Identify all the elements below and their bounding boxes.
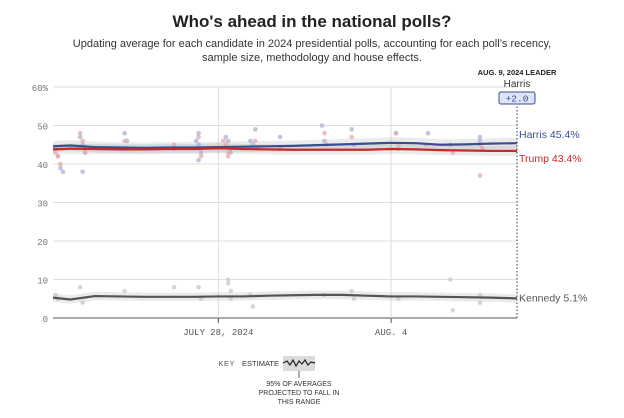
harris-poll-dot <box>58 165 63 171</box>
kennedy-poll-dot <box>225 277 231 282</box>
chart-title: Who's ahead in the national polls? <box>172 12 452 31</box>
gridlines: 60% 50 40 30 20 10 0 JULY 28, 2024 AUG. 4 <box>32 84 518 338</box>
harris-poll-dot <box>277 134 283 140</box>
key-estimate-label: ESTIMATE <box>242 359 279 368</box>
harris-poll-dot <box>477 134 483 140</box>
trump-poll-dot <box>349 134 354 140</box>
harris-poll-dot <box>77 134 83 140</box>
harris-poll-dot <box>196 157 201 163</box>
leader-margin-badge <box>498 91 536 105</box>
kennedy-poll-dot <box>196 284 201 290</box>
trump-poll-dot <box>196 134 201 140</box>
trump-poll-dot <box>82 150 88 155</box>
harris-poll-dot <box>223 134 229 140</box>
kennedy-confidence-band <box>53 290 517 304</box>
key-band-note: 95% OF AVERAGES <box>266 381 332 388</box>
harris-poll-dot <box>196 130 201 136</box>
harris-poll-dot <box>253 127 258 132</box>
kennedy-poll-dot <box>250 304 256 309</box>
harris-poll-dot <box>425 130 431 136</box>
harris-poll-dot <box>322 138 327 144</box>
kennedy-poll-dot <box>351 296 357 302</box>
trump-poll-dot <box>122 138 127 144</box>
kennedy-poll-dot <box>477 292 483 298</box>
trump-poll-dot <box>198 154 204 159</box>
trump-poll-dot <box>225 154 231 159</box>
chart-labels: Harris 45.4% Trump 43.4% Kennedy 5.1% AUG. … <box>478 68 588 304</box>
harris-poll-dot <box>477 138 483 144</box>
key-band-note: THIS RANGE <box>278 399 321 406</box>
average-lines <box>52 141 518 301</box>
trump-poll-dot <box>393 130 399 136</box>
trump-poll-dot <box>53 150 58 155</box>
key-band-swatch <box>283 356 315 371</box>
kennedy-poll-dot <box>448 277 453 282</box>
kennedy-poll-dot <box>122 288 127 294</box>
trump-poll-dot <box>225 150 231 155</box>
trump-end-label: Trump 43.4% <box>519 153 582 165</box>
leader-name: Harris <box>504 79 531 90</box>
key-band-note: PROJECTED TO FALL IN <box>259 390 340 397</box>
kennedy-poll-dot <box>450 308 456 313</box>
kennedy-average-line <box>52 293 518 301</box>
y-tick-label: 20 <box>37 238 48 248</box>
harris-poll-dot <box>225 138 231 144</box>
y-tick-label: 30 <box>37 200 48 210</box>
kennedy-poll-dot <box>396 296 401 302</box>
harris-poll-dot <box>122 130 127 136</box>
chart-key: KEY ESTIMATE 95% OF AVERAGES PROJECTED TO F… <box>218 356 339 406</box>
leader-margin: +2.0 <box>506 94 529 105</box>
harris-poll-dot <box>198 150 204 155</box>
y-tick-label: 60% <box>32 84 49 94</box>
trump-poll-dot <box>80 138 85 144</box>
harris-poll-dot <box>319 123 325 128</box>
y-tick-label: 40 <box>37 161 48 171</box>
trump-poll-dot <box>477 173 483 178</box>
trump-poll-dot <box>77 130 83 136</box>
kennedy-poll-dot <box>349 288 354 294</box>
key-estimate-line <box>282 358 316 368</box>
y-tick-label: 0 <box>43 315 48 325</box>
leader-date-label: AUG. 9, 2024 LEADER <box>478 68 557 77</box>
harris-poll-dot <box>196 142 201 148</box>
kennedy-poll-dot <box>477 300 483 305</box>
x-tick-label: JULY 28, 2024 <box>183 328 253 338</box>
confidence-bands <box>53 137 517 304</box>
kennedy-poll-dot <box>77 284 83 290</box>
trump-poll-dot <box>171 142 177 148</box>
kennedy-poll-dot <box>225 281 231 286</box>
trump-poll-dot <box>322 130 327 136</box>
harris-poll-dot <box>248 138 253 144</box>
x-tick-label: AUG. 4 <box>375 328 407 338</box>
harris-end-label: Harris 45.4% <box>519 129 580 141</box>
kennedy-poll-dot <box>80 300 85 305</box>
harris-average-line <box>52 141 518 149</box>
y-tick-label: 50 <box>37 123 48 133</box>
kennedy-poll-dot <box>171 284 177 290</box>
harris-poll-dot <box>80 169 85 174</box>
harris-poll-dot <box>193 138 199 144</box>
y-tick-label: 10 <box>37 277 48 287</box>
trump-average-line <box>52 147 517 153</box>
kennedy-poll-dot <box>228 288 234 294</box>
trump-poll-dot <box>58 161 63 167</box>
key-label: KEY <box>218 359 235 368</box>
trump-poll-dot <box>55 154 61 159</box>
trump-poll-dot <box>253 138 258 144</box>
kennedy-poll-dot <box>53 292 58 298</box>
harris-poll-dot <box>60 169 66 174</box>
harris-poll-dot <box>349 127 354 132</box>
kennedy-poll-dot <box>228 296 234 302</box>
chart-subtitle: Updating average for each candidate in 2… <box>72 38 552 64</box>
trump-poll-dot <box>220 138 226 144</box>
kennedy-end-label: Kennedy 5.1% <box>519 292 587 304</box>
